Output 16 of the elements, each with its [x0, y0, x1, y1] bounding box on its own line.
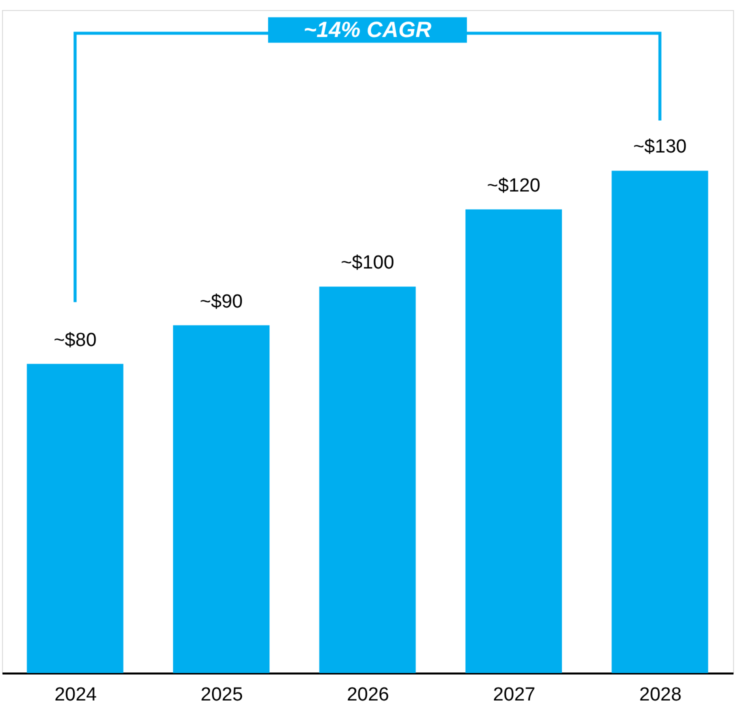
text: ~14% CAGR — [304, 17, 432, 42]
x-tick-label: 2025 — [200, 684, 243, 706]
x-tick-label: 2026 — [346, 684, 390, 706]
data-label: ~$120 — [487, 175, 540, 196]
bar — [612, 170, 708, 673]
x-tick-label: 2027 — [493, 684, 536, 706]
data-label: ~$100 — [340, 252, 394, 274]
x-tick-label: 2024 — [54, 684, 98, 706]
data-label: ~$130 — [633, 136, 687, 158]
data-label: ~$90 — [200, 291, 243, 312]
bar — [26, 364, 124, 673]
data-label: ~$80 — [54, 330, 96, 351]
bar — [319, 286, 416, 673]
x-tick-label: 2028 — [639, 684, 682, 706]
bar — [173, 325, 270, 673]
bar — [465, 209, 562, 673]
